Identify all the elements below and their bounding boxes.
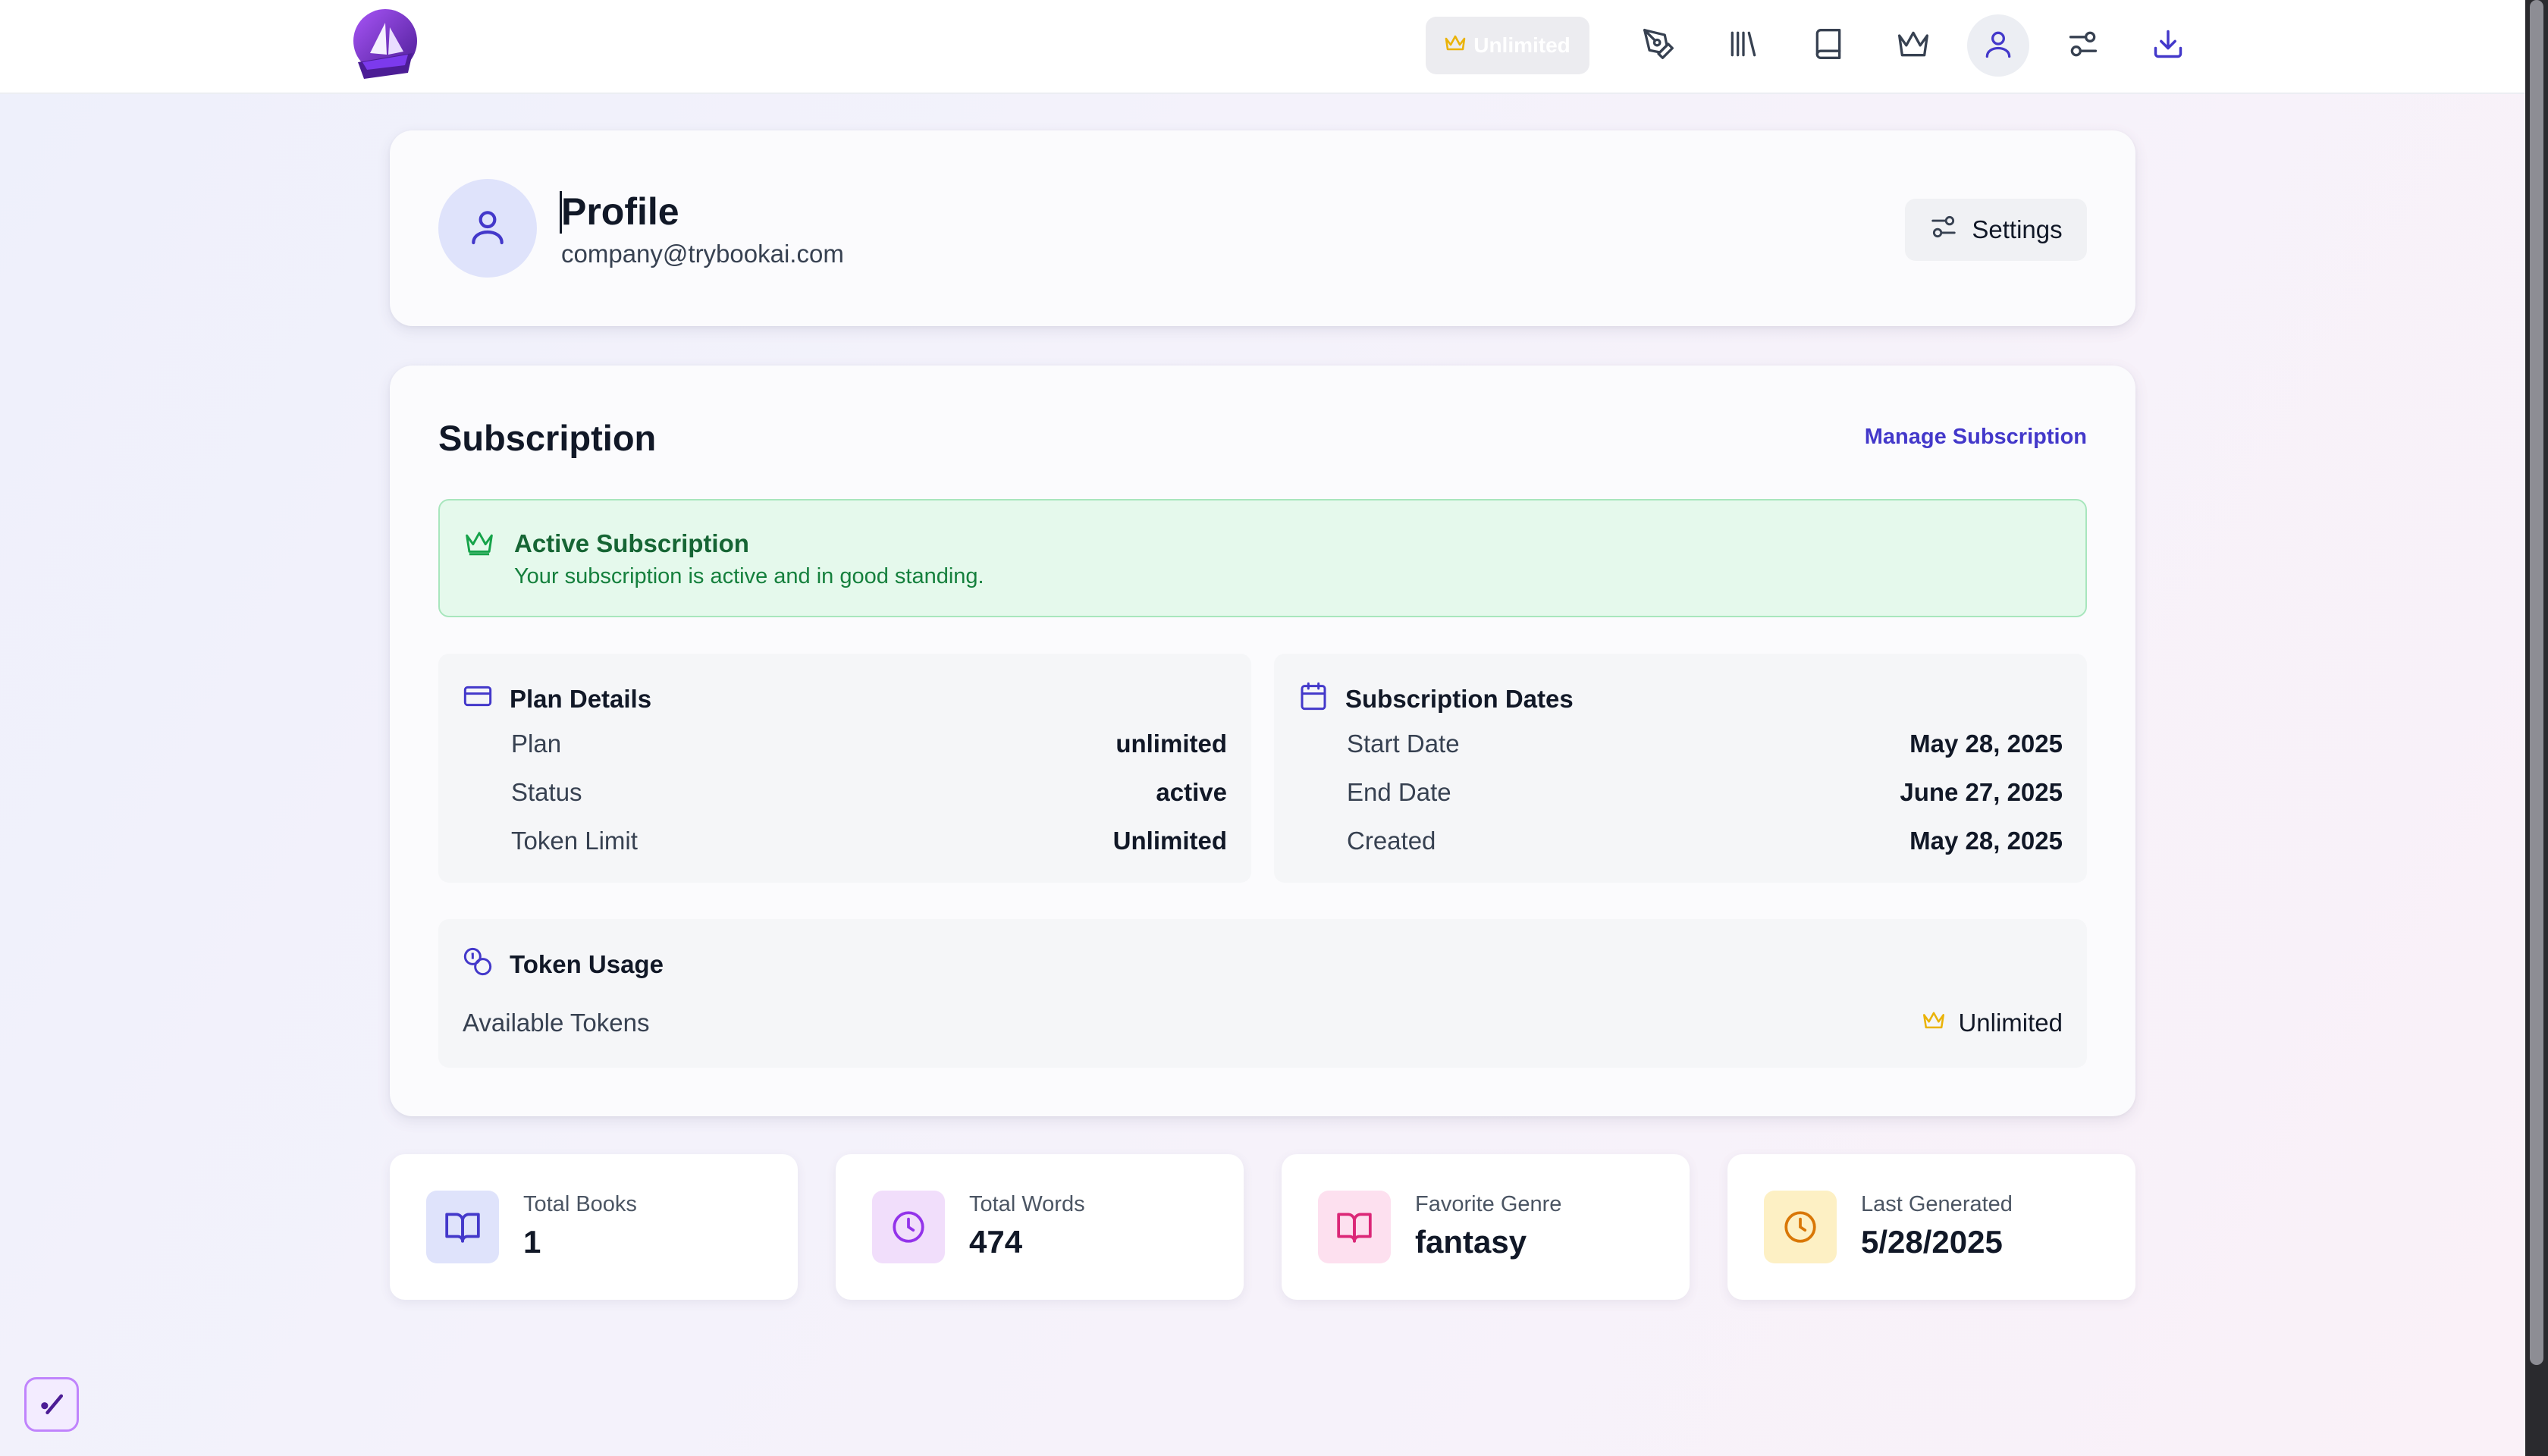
crown-icon [464, 529, 494, 560]
plan-details-title: Plan Details [510, 685, 652, 713]
start-date-row: Start Date May 28, 2025 [1347, 730, 2063, 758]
user-icon [1982, 27, 2015, 64]
crown-icon [1445, 33, 1466, 58]
library-icon [1727, 27, 1760, 64]
book-icon [1812, 27, 1845, 64]
scrollbar-thumb[interactable] [2530, 0, 2543, 1365]
page-title: Profile [561, 190, 679, 233]
end-date-label: End Date [1347, 778, 1451, 806]
subscription-dates-header: Subscription Dates [1298, 681, 1574, 717]
token-limit-row: Token Limit Unlimited [511, 827, 1227, 855]
created-label: Created [1347, 827, 1436, 855]
stat-label: Total Books [523, 1192, 637, 1216]
token-limit-label: Token Limit [511, 827, 638, 855]
nav-library-button[interactable] [1712, 14, 1774, 77]
token-usage-panel: Token Usage Available Tokens Unlimited [438, 919, 2087, 1068]
nav-download-button[interactable] [2137, 14, 2199, 77]
top-navigation-bar: Unlimited [0, 0, 2525, 94]
token-limit-value: Unlimited [1112, 827, 1227, 855]
pen-nib-icon [1642, 27, 1675, 64]
subscription-dates-title: Subscription Dates [1345, 685, 1574, 713]
active-subscription-description: Your subscription is active and in good … [514, 564, 984, 588]
subscription-card: Subscription Manage Subscription Active … [390, 366, 2135, 1116]
created-value: May 28, 2025 [1909, 827, 2063, 855]
token-usage-header: Token Usage [463, 946, 664, 983]
available-tokens-value: Unlimited [1958, 1009, 2063, 1037]
nav-write-button[interactable] [1627, 14, 1690, 77]
plan-details-panel: Plan Details Plan unlimited Status activ… [438, 654, 1251, 883]
end-date-value: June 27, 2025 [1900, 778, 2063, 806]
clock-icon [1764, 1191, 1837, 1263]
nav-book-button[interactable] [1797, 14, 1859, 77]
active-subscription-title: Active Subscription [514, 529, 749, 557]
available-tokens-row: Available Tokens Unlimited [463, 1009, 2063, 1037]
calendar-icon [1298, 681, 1329, 717]
app-logo[interactable] [347, 8, 423, 80]
unlimited-plan-badge[interactable]: Unlimited [1426, 17, 1589, 74]
subscription-dates-panel: Subscription Dates Start Date May 28, 20… [1274, 654, 2087, 883]
text-cursor [560, 191, 562, 234]
created-row: Created May 28, 2025 [1347, 827, 2063, 855]
main-nav: Unlimited [1426, 14, 2199, 77]
plan-value: unlimited [1116, 730, 1227, 758]
status-value: active [1156, 778, 1227, 806]
stat-label: Last Generated [1861, 1192, 2013, 1216]
crown-icon [1922, 1009, 1946, 1037]
clock-icon [872, 1191, 945, 1263]
book-open-icon [426, 1191, 499, 1263]
book-open-icon [1318, 1191, 1391, 1263]
stat-card-last-generated: Last Generated 5/28/2025 [1727, 1154, 2135, 1300]
sliders-icon [1929, 212, 1958, 247]
plan-row: Plan unlimited [511, 730, 1227, 758]
nav-settings-button[interactable] [2052, 14, 2114, 77]
avatar [438, 179, 537, 278]
stat-card-total-books: Total Books 1 [390, 1154, 798, 1300]
plan-details-header: Plan Details [463, 681, 651, 717]
user-icon [466, 206, 509, 252]
credit-card-icon [463, 681, 493, 717]
nav-profile-button[interactable] [1967, 14, 2029, 77]
settings-button-label: Settings [1972, 215, 2063, 243]
available-tokens-label: Available Tokens [463, 1009, 650, 1037]
stat-card-total-words: Total Words 474 [836, 1154, 1244, 1300]
start-date-label: Start Date [1347, 730, 1460, 758]
stat-label: Total Words [969, 1192, 1085, 1216]
stat-value: 1 [523, 1224, 541, 1260]
nav-premium-button[interactable] [1882, 14, 1944, 77]
available-tokens-value-group: Unlimited [1922, 1009, 2063, 1037]
plan-label: Plan [511, 730, 562, 758]
status-label: Status [511, 778, 582, 806]
sliders-icon [2066, 27, 2100, 64]
coins-icon [463, 946, 493, 983]
active-subscription-banner: Active Subscription Your subscription is… [438, 499, 2087, 617]
stat-card-favorite-genre: Favorite Genre fantasy [1282, 1154, 1690, 1300]
start-date-value: May 28, 2025 [1909, 730, 2063, 758]
end-date-row: End Date June 27, 2025 [1347, 778, 2063, 807]
floating-assistant-button[interactable] [24, 1377, 79, 1432]
stat-value: 474 [969, 1224, 1023, 1260]
stat-value: fantasy [1415, 1224, 1527, 1260]
page-scrollbar[interactable] [2525, 0, 2548, 1456]
crown-icon [1897, 27, 1930, 64]
status-row: Status active [511, 778, 1227, 807]
profile-card: Profile company@trybookai.com Settings [390, 130, 2135, 326]
stat-label: Favorite Genre [1415, 1192, 1562, 1216]
download-icon [2151, 27, 2185, 64]
stat-value: 5/28/2025 [1861, 1224, 2003, 1260]
check-pen-icon [35, 1386, 68, 1423]
unlimited-badge-label: Unlimited [1473, 33, 1571, 57]
subscription-title: Subscription [438, 418, 657, 458]
profile-email: company@trybookai.com [561, 240, 844, 268]
token-usage-title: Token Usage [510, 950, 664, 978]
settings-button[interactable]: Settings [1905, 199, 2087, 261]
manage-subscription-link[interactable]: Manage Subscription [1864, 425, 2087, 449]
